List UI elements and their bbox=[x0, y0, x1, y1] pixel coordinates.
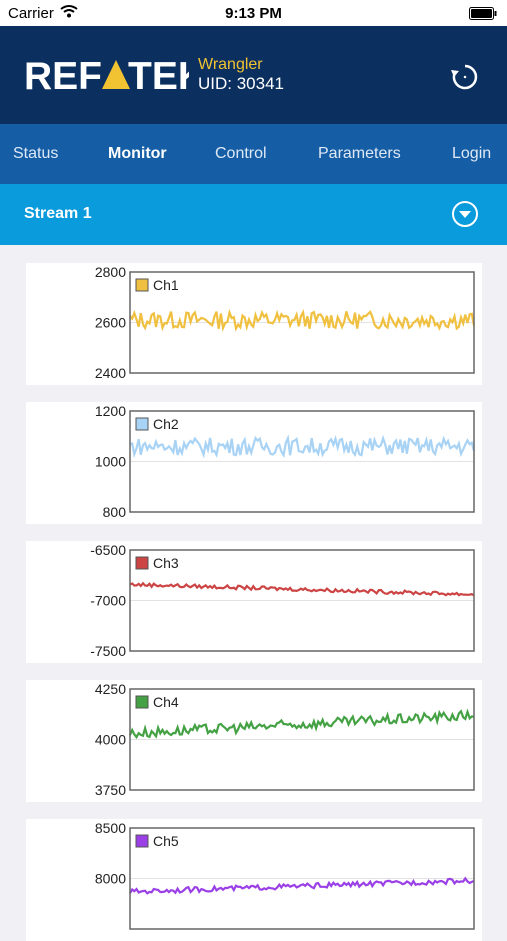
y-tick-label: 8500 bbox=[95, 820, 126, 836]
y-tick-label: 2800 bbox=[95, 264, 126, 280]
stream-title: Stream 1 bbox=[24, 205, 92, 222]
carrier-label: Carrier bbox=[8, 5, 54, 22]
stream-selector-bar[interactable]: Stream 1 bbox=[0, 184, 507, 245]
y-tick-label: -7000 bbox=[90, 593, 126, 609]
chart-ch1: 2800 2600 2400 Ch1 bbox=[95, 264, 476, 381]
chart-card-ch5: 8500 8000 Ch5 bbox=[26, 819, 482, 941]
legend-label: Ch3 bbox=[153, 555, 179, 571]
svg-text:REF: REF bbox=[24, 55, 102, 94]
tab-login[interactable]: Login bbox=[452, 145, 492, 162]
chart-card-ch1: 2800 2600 2400 Ch1 bbox=[26, 263, 482, 385]
legend-label: Ch4 bbox=[153, 694, 179, 710]
device-uid: UID: 30341 bbox=[198, 74, 284, 93]
legend-swatch bbox=[135, 278, 149, 292]
chart-ch3: -6500 -7000 -7500 Ch3 bbox=[90, 542, 475, 659]
y-tick-label: 4000 bbox=[95, 732, 126, 748]
series-line-ch1 bbox=[129, 308, 476, 333]
series-line-ch3 bbox=[129, 581, 475, 597]
legend-label: Ch5 bbox=[153, 833, 179, 849]
wifi-icon bbox=[60, 4, 78, 22]
y-tick-label: 2600 bbox=[95, 315, 126, 331]
app-header: REF TEK Wrangler UID: 30341 bbox=[0, 26, 507, 124]
series-line-ch4 bbox=[128, 708, 475, 740]
legend-label: Ch2 bbox=[153, 416, 179, 432]
y-tick-label: 1000 bbox=[95, 454, 126, 470]
refresh-icon[interactable] bbox=[448, 60, 482, 94]
y-tick-label: 4250 bbox=[95, 681, 126, 697]
y-tick-label: 800 bbox=[103, 504, 127, 520]
tab-control[interactable]: Control bbox=[215, 145, 267, 162]
tab-status[interactable]: Status bbox=[13, 145, 59, 162]
y-tick-label: 3750 bbox=[95, 782, 126, 798]
plot-frame bbox=[129, 271, 475, 374]
chart-card-ch4: 4250 4000 3750 Ch4 bbox=[26, 680, 482, 802]
reftek-logo: REF TEK bbox=[24, 55, 189, 94]
chart-ch5: 8500 8000 Ch5 bbox=[95, 820, 475, 930]
legend-swatch bbox=[135, 556, 149, 570]
y-tick-label: 2400 bbox=[95, 365, 126, 381]
plot-frame bbox=[129, 410, 475, 513]
chart-card-ch3: -6500 -7000 -7500 Ch3 bbox=[26, 541, 482, 663]
status-bar: Carrier 9:13 PM bbox=[0, 0, 507, 26]
chart-ch2: 1200 1000 800 Ch2 bbox=[95, 403, 476, 520]
plot-frame bbox=[129, 688, 475, 791]
tab-monitor[interactable]: Monitor bbox=[108, 145, 167, 162]
legend-swatch bbox=[135, 695, 149, 709]
series-line-ch2 bbox=[129, 434, 476, 459]
nav-tabs: Status Monitor Control Parameters Login bbox=[0, 124, 507, 184]
series-line-ch5 bbox=[129, 876, 475, 895]
legend-swatch bbox=[135, 417, 149, 431]
chevron-down-icon[interactable] bbox=[451, 200, 479, 228]
chart-card-ch2: 1200 1000 800 Ch2 bbox=[26, 402, 482, 524]
svg-text:TEK: TEK bbox=[128, 55, 189, 94]
tab-parameters[interactable]: Parameters bbox=[318, 145, 401, 162]
legend-label: Ch1 bbox=[153, 277, 179, 293]
plot-frame bbox=[129, 549, 475, 652]
device-name: Wrangler bbox=[198, 56, 263, 73]
y-tick-label: 1200 bbox=[95, 403, 126, 419]
y-tick-label: -6500 bbox=[90, 542, 126, 558]
y-tick-label: 8000 bbox=[95, 871, 126, 887]
clock: 9:13 PM bbox=[225, 5, 282, 22]
y-tick-label: -7500 bbox=[90, 643, 126, 659]
chart-ch4: 4250 4000 3750 Ch4 bbox=[95, 681, 475, 798]
legend-swatch bbox=[135, 834, 149, 848]
battery-icon bbox=[469, 7, 497, 24]
